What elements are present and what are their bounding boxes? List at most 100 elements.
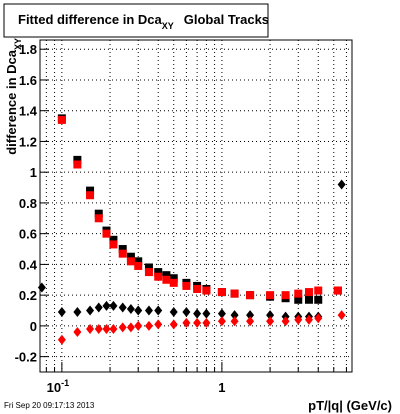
square-marker [144,268,153,277]
diamond-marker [294,314,303,325]
title-main: Fitted difference in Dca [18,12,163,27]
square-marker [126,252,135,261]
square-marker [118,245,127,254]
square-marker [102,229,111,238]
diamond-marker [57,334,66,345]
diamond-marker [246,310,255,321]
diamond-marker [134,320,143,331]
diamond-marker [109,300,118,311]
diamond-marker [73,327,82,338]
x-tick-base: 10 [47,380,61,395]
diamond-marker [281,316,290,327]
square-marker [314,295,323,304]
y-tick-label: 0.4 [19,257,38,272]
square-marker [246,291,255,300]
diamond-marker [102,300,111,311]
square-marker [118,249,127,258]
y-axis-label: difference in DcaXY [4,38,23,155]
diamond-marker [246,316,255,327]
x-axis-label: pT/|q| (GeV/c) [308,398,392,413]
square-marker [202,286,211,295]
square-marker [57,115,66,124]
diamond-marker [118,302,127,313]
diamond-marker [144,320,153,331]
diamond-marker [86,305,95,316]
y-tick-label: 1.4 [19,104,38,119]
title-box [3,3,269,38]
square-marker [304,288,313,297]
x-tick-label: 1 [218,380,225,395]
title-sub: XY [162,21,174,31]
square-marker [86,191,95,200]
square-marker [162,275,171,284]
square-marker [94,209,103,218]
square-marker [162,271,171,280]
diamond-marker [304,314,313,325]
diamond-marker [230,310,239,321]
square-marker [169,274,178,283]
diamond-marker [337,310,346,321]
y-tick-label: 0 [30,319,37,334]
square-marker [109,240,118,249]
y-tick-label: 1.2 [19,134,37,149]
square-marker [126,257,135,266]
square-marker [294,289,303,298]
chart-title: Fitted difference in DcaXY Global Tracks [18,12,269,31]
diamond-marker [202,308,211,319]
plot-frame [39,39,353,373]
y-tick-label: 1.6 [19,73,37,88]
diamond-marker [266,310,275,321]
diamond-marker [94,323,103,334]
square-marker [109,235,118,244]
square-marker [154,272,163,281]
footer: Fri Sep 20 09:17:13 2013 [4,401,95,410]
square-marker [169,278,178,287]
x-tick-exponent: -1 [61,378,69,388]
square-marker [154,268,163,277]
square-marker [94,214,103,223]
title-rest: Global Tracks [184,12,269,27]
square-marker [314,286,323,295]
diamond-marker [193,308,202,319]
diamond-marker [230,316,239,327]
square-marker [281,291,290,300]
diamond-marker [144,305,153,316]
diamond-marker [109,323,118,334]
diamond-marker [73,307,82,318]
diamond-marker [154,319,163,330]
ylabel-sub: XY [13,38,23,50]
diamond-marker [217,316,226,327]
diamond-marker [154,305,163,316]
diamond-marker [94,302,103,313]
diamond-marker [118,322,127,333]
diamond-marker [86,323,95,334]
square-marker [193,285,202,293]
diamond-marker [169,307,178,318]
diamond-marker [202,317,211,328]
square-marker [304,295,313,304]
square-marker [266,291,275,300]
diamond-marker [102,323,111,334]
square-marker [144,263,153,272]
y-tick-label: 0.8 [19,196,37,211]
diamond-marker [57,307,66,318]
diamond-marker [126,303,135,314]
y-tick-label: 1 [30,165,37,180]
ylabel-main: difference in Dca [4,49,19,155]
square-marker [217,288,226,297]
square-marker [294,295,303,304]
diamond-marker [217,308,226,319]
diamond-marker [134,305,143,316]
square-marker [134,261,143,270]
x-tick-label: 10-1 [47,378,69,395]
square-marker [230,289,239,298]
diamond-marker [182,307,191,318]
square-marker [73,160,82,169]
y-tick-label: 1.8 [19,42,37,57]
diamond-marker [193,317,202,328]
square-marker [73,155,82,164]
square-marker [134,257,143,266]
diamond-marker [169,319,178,330]
diamond-marker [314,313,323,324]
